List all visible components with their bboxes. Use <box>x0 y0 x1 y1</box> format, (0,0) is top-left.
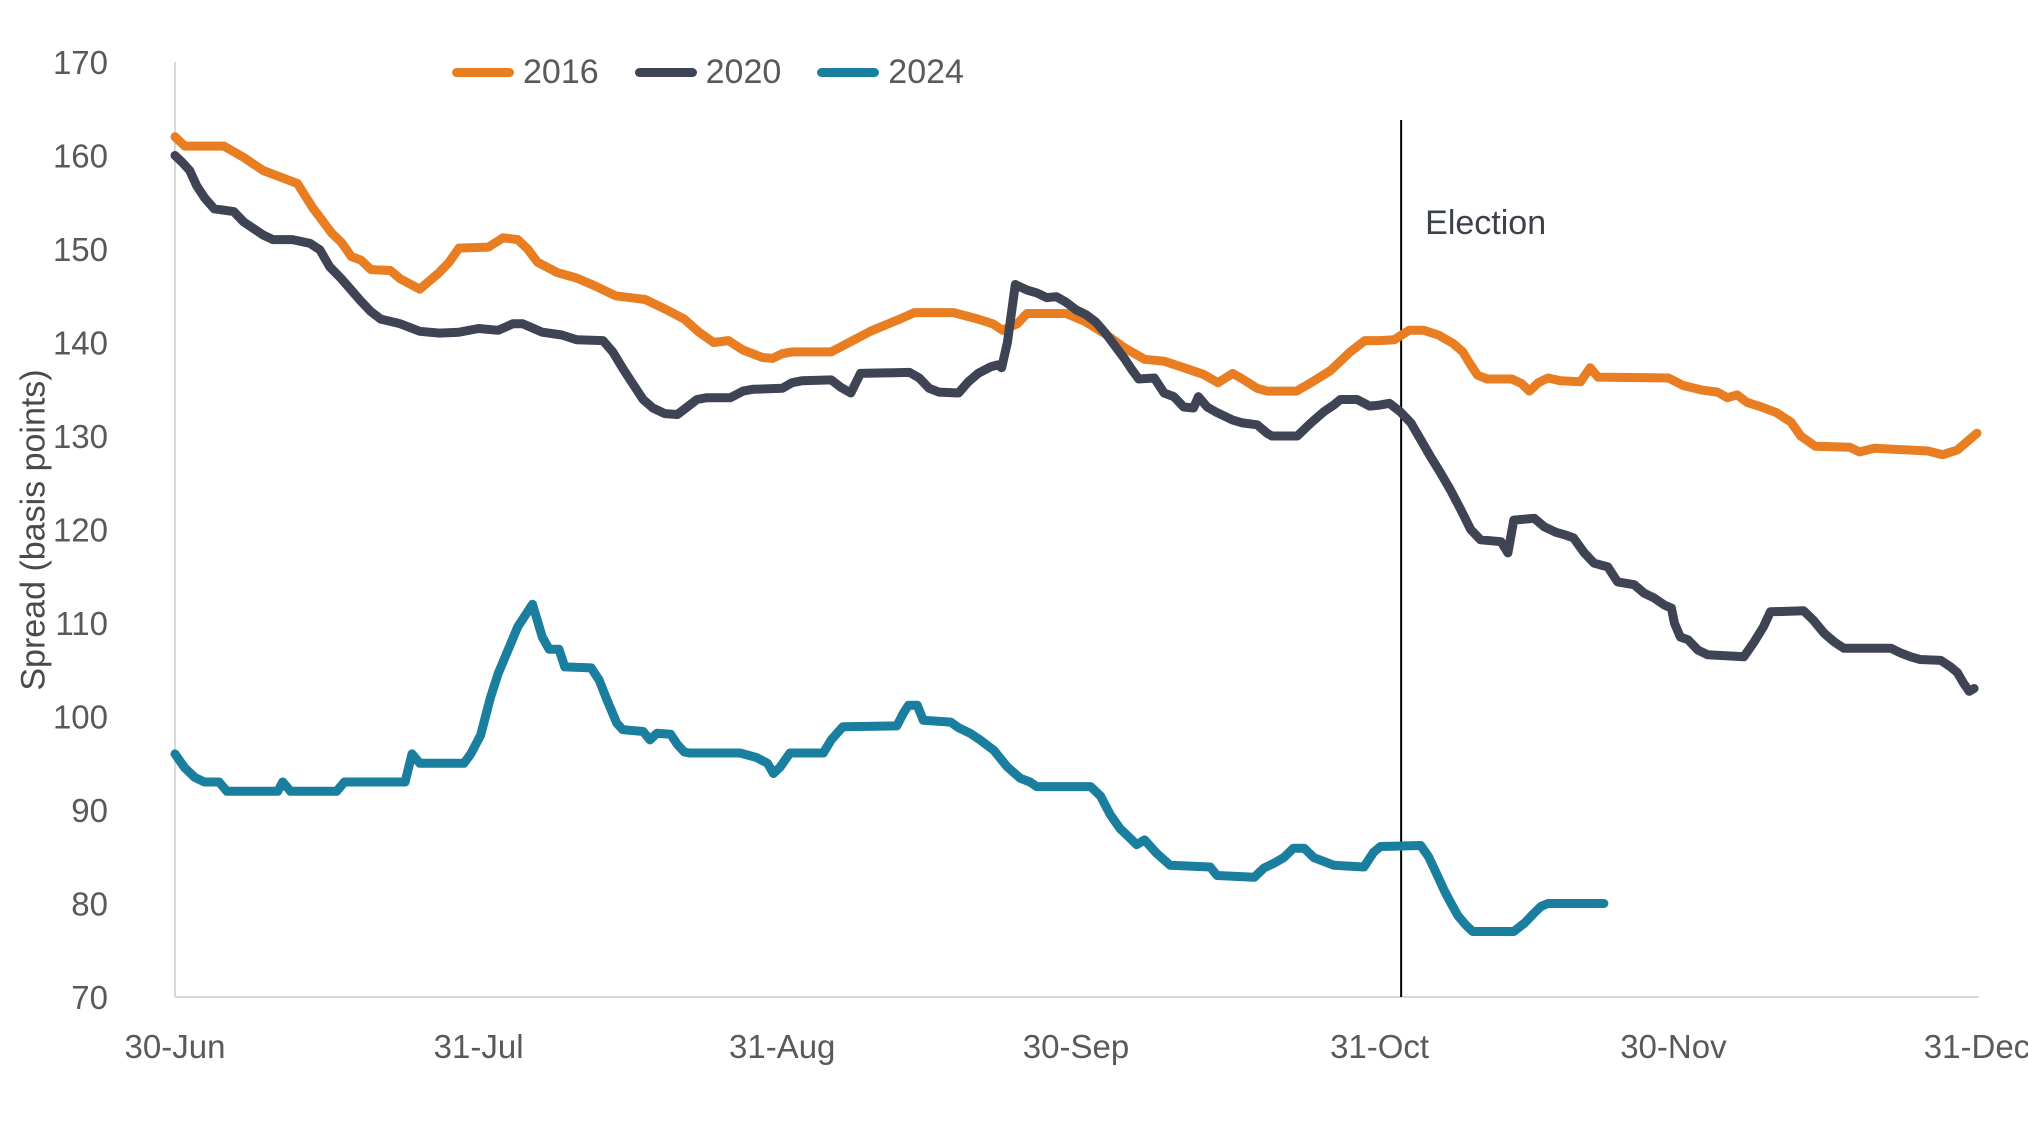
legend-label-2020: 2020 <box>705 53 782 91</box>
y-tick-label-130: 130 <box>53 418 108 455</box>
x-tick-label-30-Sep: 30-Sep <box>1023 1028 1129 1065</box>
y-tick-label-150: 150 <box>53 231 108 268</box>
x-tick-label-31-Oct: 31-Oct <box>1330 1028 1429 1065</box>
y-tick-label-170: 170 <box>53 44 108 81</box>
legend-swatch-2020 <box>634 67 697 77</box>
x-tick-label-30-Nov: 30-Nov <box>1620 1028 1727 1065</box>
series-line-2020 <box>170 151 1979 696</box>
legend-swatch-2016 <box>452 67 514 77</box>
y-axis-title: Spread (basis points) <box>14 369 53 691</box>
series-line-2016 <box>170 132 1982 460</box>
y-tick-label-70: 70 <box>71 979 108 1016</box>
x-tick-label-30-Jun: 30-Jun <box>125 1028 226 1065</box>
y-tick-label-80: 80 <box>71 886 108 923</box>
y-tick-label-110: 110 <box>55 605 108 642</box>
legend-item-2016: 2016 <box>452 55 599 89</box>
x-tick-label-31-Jul: 31-Jul <box>434 1028 524 1065</box>
y-tick-label-120: 120 <box>53 512 108 549</box>
y-tick-label-90: 90 <box>71 792 108 829</box>
legend-item-2020: 2020 <box>634 53 782 91</box>
series-line-2024 <box>170 599 1609 936</box>
x-tick-label-31-Dec: 31-Dec <box>1924 1028 2028 1065</box>
y-tick-label-100: 100 <box>53 699 108 736</box>
y-tick-label-140: 140 <box>53 325 108 362</box>
x-tick-label-31-Aug: 31-Aug <box>729 1028 835 1065</box>
y-tick-label-160: 160 <box>53 138 108 175</box>
legend-item-2024: 2024 <box>817 55 964 89</box>
legend-swatch-2024 <box>817 67 880 77</box>
legend: 2016 2020 2024 <box>452 55 964 89</box>
legend-label-2016: 2016 <box>523 53 599 91</box>
legend-label-2024: 2024 <box>888 53 964 91</box>
election-label: Election <box>1425 204 1546 242</box>
